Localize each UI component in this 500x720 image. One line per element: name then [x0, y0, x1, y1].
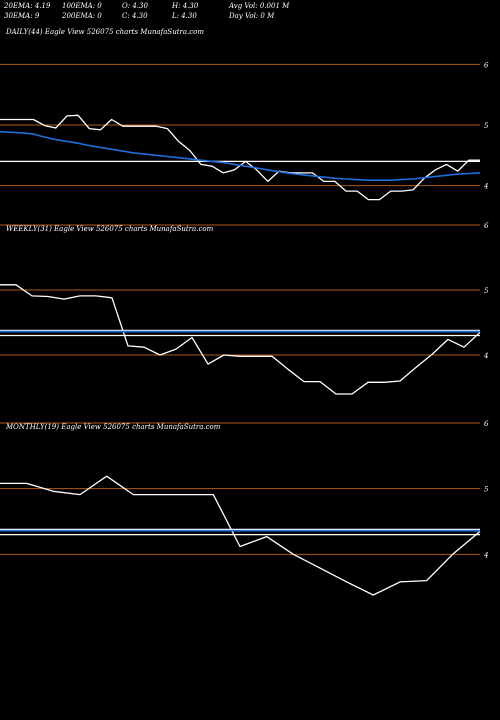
panel-0-tick-label-0: 6	[484, 61, 489, 69]
panel-0-tick-label-1: 5	[484, 122, 489, 130]
panel-1-tick-label-0: 6	[484, 222, 489, 230]
panel-1-tick-label-2: 4	[483, 352, 488, 360]
panel-1-title: WEEKLY(31) Eagle View 526075 charts Muna…	[6, 225, 214, 233]
panel-2-tick-label-0: 6	[484, 420, 489, 428]
panel-1-tick-label-1: 5	[484, 287, 489, 295]
panel-0-title: DAILY(44) Eagle View 526075 charts Munaf…	[5, 28, 204, 36]
panel-0-tick-label-2: 4	[483, 183, 488, 191]
panel-2-series-0-line	[0, 476, 480, 595]
panel-0-series-0-line	[0, 115, 480, 199]
panel-0-series-1-line	[0, 132, 480, 181]
panel-1-series-0-line	[0, 285, 480, 394]
panel-2-tick-label-1: 5	[484, 486, 489, 494]
panel-2-title: MONTHLY(19) Eagle View 526075 charts Mun…	[5, 423, 221, 431]
panel-2-tick-label-2: 4	[483, 551, 488, 559]
